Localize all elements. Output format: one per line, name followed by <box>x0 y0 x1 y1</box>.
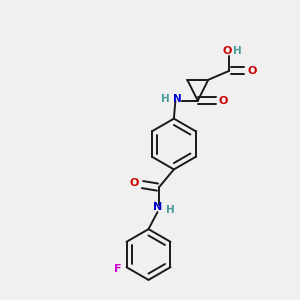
Text: O: O <box>223 46 232 56</box>
Text: F: F <box>114 264 122 274</box>
Text: O: O <box>130 178 139 188</box>
Text: O: O <box>248 67 257 76</box>
Text: H: H <box>233 46 242 56</box>
Text: N: N <box>153 202 162 212</box>
Text: N: N <box>172 94 181 104</box>
Text: H: H <box>161 94 170 104</box>
Text: H: H <box>166 205 175 215</box>
Text: O: O <box>218 96 227 106</box>
